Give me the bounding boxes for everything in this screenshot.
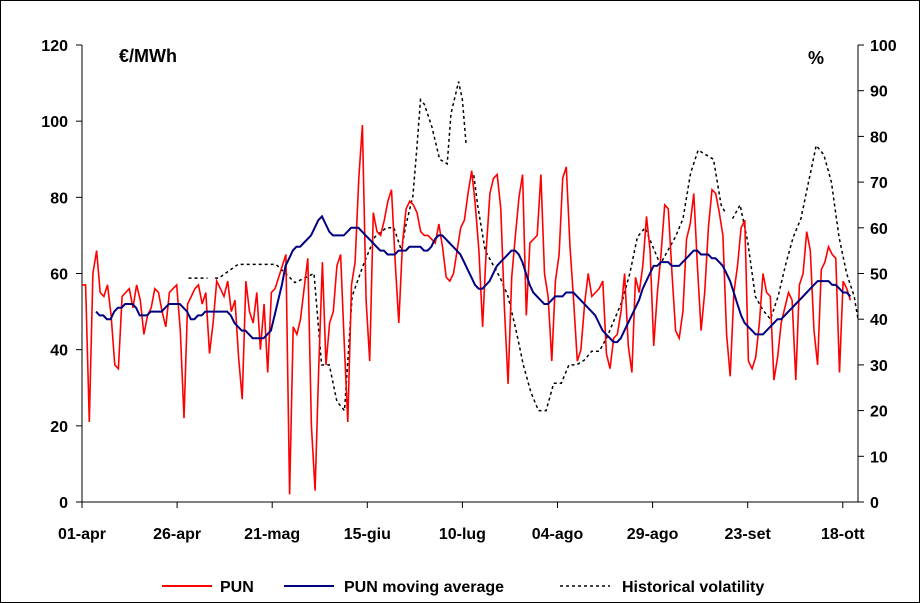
- right-tick-label-2: 20: [870, 404, 888, 421]
- left-tick-label-2: 40: [50, 343, 68, 360]
- x-tick-label-2: 21-mag: [244, 526, 300, 543]
- right-tick-label-1: 10: [870, 449, 888, 466]
- x-tick-label-0: 01-apr: [58, 526, 106, 543]
- left-tick-label-4: 80: [50, 190, 68, 207]
- left-tick-label-0: 0: [59, 495, 68, 512]
- left-tick-label-5: 100: [41, 114, 68, 131]
- left-tick-label-3: 60: [50, 267, 68, 284]
- x-tick-label-4: 10-lug: [439, 526, 486, 543]
- right-tick-label-4: 40: [870, 312, 888, 329]
- right-tick-label-5: 50: [870, 267, 888, 284]
- legend-label-volatility: Historical volatility: [622, 579, 764, 596]
- legend: PUN PUN moving average Historical volati…: [162, 579, 764, 596]
- right-axis-unit-label: %: [808, 48, 824, 68]
- legend-label-moving-average: PUN moving average: [344, 579, 504, 596]
- x-tick-label-1: 26-apr: [153, 526, 201, 543]
- legend-label-pun: PUN: [220, 579, 254, 596]
- left-axis-unit-label: €/MWh: [119, 46, 177, 66]
- left-tick-label-6: 120: [41, 38, 68, 55]
- right-tick-label-8: 80: [870, 129, 888, 146]
- right-tick-label-6: 60: [870, 221, 888, 238]
- x-tick-label-3: 15-giu: [344, 526, 391, 543]
- series-layer: [82, 81, 859, 495]
- x-tick-label-8: 18-ott: [821, 526, 865, 543]
- x-tick-label-6: 29-ago: [627, 526, 679, 543]
- right-tick-label-10: 100: [870, 38, 897, 55]
- right-tick-label-3: 30: [870, 358, 888, 375]
- left-tick-label-1: 20: [50, 419, 68, 436]
- x-tick-label-7: 23-set: [725, 526, 772, 543]
- right-tick-label-7: 70: [870, 175, 888, 192]
- x-tick-label-5: 04-ago: [532, 526, 584, 543]
- right-tick-label-0: 0: [870, 495, 879, 512]
- right-tick-label-9: 90: [870, 84, 888, 101]
- series-line-pun: [82, 124, 852, 495]
- series-line-pun-moving-average: [95, 214, 852, 344]
- axes: 0 20 40 60 80 100 120 0 10 20 30 40 50 60 70 80 90 100 01-…: [41, 38, 897, 543]
